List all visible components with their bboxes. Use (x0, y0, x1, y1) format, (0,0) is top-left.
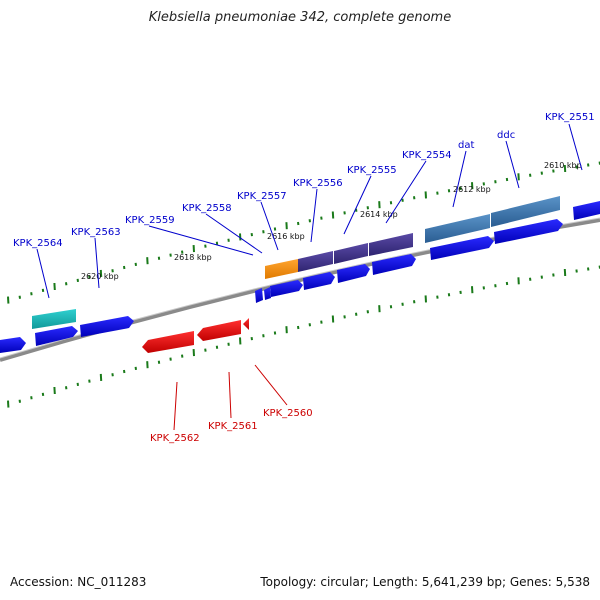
feature-block-orange[interactable] (265, 259, 298, 279)
kbp-label: 2618 kbp (174, 253, 212, 262)
leader-line (385, 160, 427, 224)
gene-label-kpk-2557[interactable]: KPK_2557 (237, 191, 287, 202)
leader-line (36, 248, 50, 299)
gene-label-kpk-2563[interactable]: KPK_2563 (71, 227, 121, 238)
feature-block-purple[interactable] (369, 233, 413, 256)
leader-line (205, 213, 263, 254)
leader-line (94, 237, 100, 289)
leader-line (452, 150, 467, 208)
cds-arrow[interactable] (0, 337, 26, 353)
gene-label-dat[interactable]: dat (458, 140, 474, 151)
cds-arrow[interactable] (303, 272, 335, 290)
forward-gene-labels: KPK_2551 ddc dat KPK_2554 KPK_2555 KPK_2… (13, 112, 595, 249)
figure-title: Klebsiella pneumoniae 342, complete geno… (148, 10, 452, 25)
leader-line (343, 175, 372, 235)
forward-tick-row (7, 161, 600, 304)
cds-arrow[interactable] (197, 320, 241, 341)
feature-block-steel[interactable] (491, 196, 560, 227)
cds-arrow[interactable] (255, 288, 263, 303)
gene-label-kpk-2554[interactable]: KPK_2554 (402, 150, 452, 161)
gene-label-kpk-2560[interactable]: KPK_2560 (263, 408, 313, 419)
reverse-tick-row (7, 265, 600, 408)
forward-cds-track (0, 201, 600, 353)
leader-line (228, 371, 232, 419)
cds-arrow[interactable] (372, 254, 416, 275)
kbp-label: 2610 kbp (544, 161, 582, 170)
cds-arrow[interactable] (142, 331, 194, 353)
reverse-cds-track (142, 318, 249, 353)
kbp-label: 2616 kbp (267, 232, 305, 241)
gene-label-kpk-2551[interactable]: KPK_2551 (545, 112, 595, 123)
accession-label: Accession: NC_011283 (10, 575, 147, 589)
gene-label-kpk-2558[interactable]: KPK_2558 (182, 203, 232, 214)
feature-block-purple[interactable] (334, 243, 368, 264)
kbp-label: 2612 kbp (453, 185, 491, 194)
gene-label-kpk-2562[interactable]: KPK_2562 (150, 433, 200, 444)
leader-line (148, 225, 254, 256)
cds-arrow[interactable] (573, 201, 600, 220)
leader-line (568, 123, 583, 171)
leader-line (254, 364, 288, 406)
gene-label-kpk-2559[interactable]: KPK_2559 (125, 215, 175, 226)
gene-label-kpk-2555[interactable]: KPK_2555 (347, 165, 397, 176)
reverse-gene-labels: KPK_2560 KPK_2561 KPK_2562 (150, 408, 313, 444)
cds-arrow[interactable] (264, 287, 271, 300)
leader-line (310, 188, 318, 243)
gene-label-ddc[interactable]: ddc (497, 130, 515, 141)
leader-line (505, 140, 520, 189)
cds-arrow[interactable] (243, 318, 249, 330)
label-leaders (36, 123, 583, 431)
feature-block-cyan[interactable] (32, 309, 76, 329)
cds-arrow[interactable] (430, 236, 494, 260)
gene-label-kpk-2556[interactable]: KPK_2556 (293, 178, 343, 189)
kbp-label: 2620 kbp (81, 272, 119, 281)
cds-arrow[interactable] (35, 326, 78, 346)
cds-arrow[interactable] (80, 316, 134, 337)
cds-arrow[interactable] (270, 280, 303, 297)
genome-backbone (0, 218, 600, 362)
forward-feature-track (32, 196, 560, 329)
leader-line (173, 381, 178, 431)
kbp-label: 2614 kbp (360, 210, 398, 219)
cds-arrow[interactable] (494, 219, 563, 244)
feature-block-purple[interactable] (298, 251, 333, 272)
cds-arrow[interactable] (337, 264, 370, 283)
leader-line (260, 201, 279, 251)
genome-summary: Topology: circular; Length: 5,641,239 bp… (260, 575, 590, 589)
gene-label-kpk-2561[interactable]: KPK_2561 (208, 421, 258, 432)
gene-label-kpk-2564[interactable]: KPK_2564 (13, 238, 63, 249)
feature-block-steel[interactable] (425, 214, 490, 243)
